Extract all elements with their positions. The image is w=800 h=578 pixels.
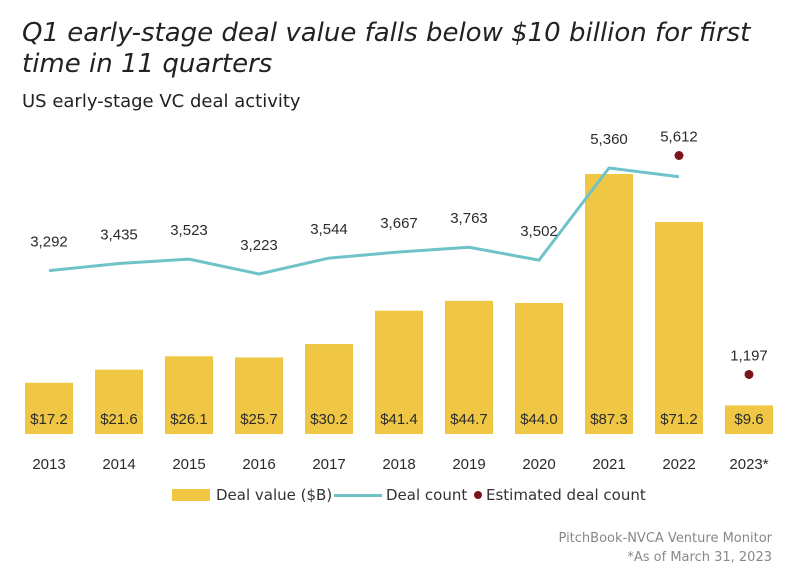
legend-swatch-bar [172, 489, 210, 501]
estimated-count-dot [744, 369, 754, 379]
bar-value-label: $41.4 [380, 411, 418, 428]
bar-value-label: $44.7 [450, 411, 488, 428]
footnote-line: *As of March 31, 2023 [627, 550, 772, 565]
bar-value-label: $25.7 [240, 411, 278, 428]
deal-count-label: 3,435 [100, 226, 138, 243]
bar [305, 344, 353, 434]
x-tick-label: 2020 [522, 456, 555, 473]
legend-item-estimated: Estimated deal count [474, 486, 646, 504]
x-tick-label: 2013 [32, 456, 65, 473]
chart-title: Q1 early-stage deal value falls below $1… [22, 18, 751, 79]
bar-value-label: $9.6 [734, 411, 763, 428]
legend-swatch-dot [474, 491, 482, 499]
estimated-count-label: 5,612 [660, 129, 698, 146]
bar [585, 174, 633, 434]
bar-value-label: $30.2 [310, 411, 348, 428]
bar-value-label: $21.6 [100, 411, 138, 428]
deal-count-label: 3,502 [520, 223, 558, 240]
bar-value-label: $17.2 [30, 411, 68, 428]
deal-count-label: 5,360 [590, 131, 628, 148]
bar [445, 300, 493, 434]
x-tick-label: 2015 [172, 456, 205, 473]
legend-swatch-line [334, 493, 382, 497]
chart-plot: $17.2 $21.6 $26.1 $25.7 $30.2 $41.4 $44.7 $44.0… [25, 129, 773, 473]
chart-subtitle: US early-stage VC deal activity [22, 91, 301, 112]
x-tick-label: 2019 [452, 456, 485, 473]
x-tick-label: 2014 [102, 456, 135, 473]
source-line: PitchBook-NVCA Venture Monitor [558, 531, 772, 546]
bar [95, 369, 143, 434]
x-tick-label: 2021 [592, 456, 625, 473]
deal-count-label: 3,763 [450, 210, 488, 227]
deal-count-label: 3,223 [240, 237, 278, 254]
bar-value-label: $44.0 [520, 411, 558, 428]
deal-count-label: 3,544 [310, 221, 348, 238]
x-tick-label: 2016 [242, 456, 275, 473]
estimated-count-label: 1,197 [730, 347, 768, 364]
bar-value-label: $71.2 [660, 411, 698, 428]
x-tick-label: 2022 [662, 456, 695, 473]
x-tick-label: 2017 [312, 456, 345, 473]
deal-count-label: 3,292 [30, 234, 68, 251]
bar [725, 405, 773, 434]
legend-label-deal-count: Deal count [386, 486, 468, 504]
bar [235, 357, 283, 434]
legend-item-deal-value: Deal value ($B) [172, 486, 332, 504]
estimated-count-dot [674, 151, 684, 161]
legend-label-deal-value: Deal value ($B) [216, 486, 333, 504]
bar-value-label: $87.3 [590, 411, 628, 428]
bar [25, 382, 73, 434]
legend-label-estimated: Estimated deal count [486, 486, 646, 504]
source-note: PitchBook-NVCA Venture Monitor *As of Ma… [559, 529, 772, 567]
deal-count-line [48, 166, 680, 276]
x-tick-label: 2023* [729, 456, 768, 473]
deal-count-label: 3,523 [170, 222, 208, 239]
chart-legend: Deal value ($B) Deal count Estimated dea… [0, 486, 800, 508]
bar [375, 310, 423, 434]
bar [165, 356, 213, 434]
bar [655, 221, 703, 434]
legend-item-deal-count: Deal count [334, 486, 467, 504]
bar-value-label: $26.1 [170, 411, 208, 428]
bar [515, 302, 563, 434]
x-tick-label: 2018 [382, 456, 415, 473]
deal-count-label: 3,667 [380, 215, 418, 232]
